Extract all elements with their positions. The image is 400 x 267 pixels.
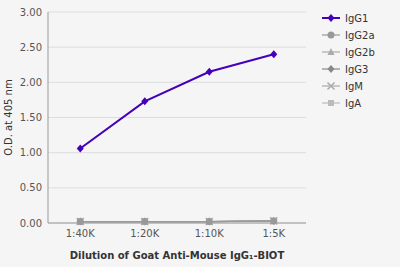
- point: [142, 219, 148, 225]
- point: [77, 218, 84, 225]
- point: [270, 217, 277, 224]
- legend-label: IgM: [345, 81, 363, 92]
- background: [0, 0, 400, 267]
- x-tick-label: 1:40K: [66, 228, 95, 239]
- y-tick-label: 1.50: [20, 112, 42, 123]
- point: [77, 144, 84, 152]
- x-tick-label: 1:10K: [195, 228, 224, 239]
- grid-line: [48, 12, 306, 13]
- legend-marker: [328, 14, 335, 22]
- point: [206, 218, 213, 225]
- y-axis-line: [48, 12, 49, 223]
- y-tick-label: 1.00: [20, 147, 42, 158]
- series: [77, 217, 278, 225]
- grid-line: [48, 82, 306, 83]
- x-axis: 1:40K 1:20K 1:10K 1:5K: [48, 223, 306, 239]
- y-tick-label: 2.00: [20, 77, 42, 88]
- point: [270, 217, 277, 225]
- line: [80, 54, 274, 148]
- y-tick-label: 2.50: [20, 42, 42, 53]
- grid-line: [48, 47, 306, 48]
- point: [206, 218, 213, 225]
- grid-line: [48, 117, 306, 118]
- point: [141, 218, 148, 225]
- series: [77, 218, 277, 225]
- x-axis-line: [48, 223, 306, 224]
- x-tick-label: 1:5K: [262, 228, 285, 239]
- chart: 0.000.501.001.502.002.503.001:40K1:20K1:…: [0, 0, 400, 267]
- point: [77, 218, 84, 225]
- legend: IgG1 IgG2a IgG2b IgG3 IgM IgA: [322, 13, 375, 109]
- legend-label: IgG2a: [345, 30, 375, 41]
- legend-marker: [328, 48, 335, 55]
- line: [80, 220, 274, 222]
- series: [77, 217, 278, 225]
- point: [271, 218, 277, 224]
- grid-line: [48, 152, 306, 153]
- point: [141, 218, 148, 225]
- grid-line: [48, 223, 306, 224]
- line: [80, 220, 274, 222]
- point: [206, 68, 213, 76]
- legend-marker: [328, 83, 335, 90]
- plot-area: [77, 50, 278, 225]
- y-tick-label: 0.50: [20, 182, 42, 193]
- legend-label: IgG1: [345, 13, 368, 24]
- grid-line: [48, 187, 306, 188]
- legend-marker: [328, 65, 335, 73]
- y-axis-label: O.D. at 405 nm: [3, 79, 14, 155]
- y-axis: 0.00 0.50 1.00 1.50 2.00 2.50 3.00: [20, 7, 306, 229]
- point: [206, 219, 212, 225]
- y-tick-label: 0.00: [20, 218, 42, 229]
- point: [206, 218, 213, 226]
- x-tick-label: 1:20K: [130, 228, 159, 239]
- legend-label: IgA: [345, 98, 361, 109]
- point: [77, 219, 83, 225]
- legend-marker: [328, 32, 335, 39]
- point: [141, 97, 148, 105]
- point: [270, 217, 277, 224]
- point: [270, 50, 277, 58]
- series: [77, 50, 278, 152]
- legend-label: IgG2b: [345, 47, 375, 58]
- series: [77, 217, 278, 225]
- legend-marker: [328, 100, 334, 106]
- point: [206, 218, 213, 225]
- legend-label: IgG3: [345, 64, 368, 75]
- line: [80, 220, 274, 222]
- series: [77, 217, 278, 226]
- y-tick-label: 3.00: [20, 7, 42, 18]
- point: [77, 218, 84, 225]
- line: [80, 220, 274, 222]
- point: [77, 218, 84, 226]
- point: [141, 218, 148, 225]
- point: [141, 218, 148, 226]
- x-axis-label: Dilution of Goat Anti-Mouse IgG₁-BIOT: [70, 250, 285, 261]
- point: [270, 217, 277, 224]
- line: [80, 220, 274, 222]
